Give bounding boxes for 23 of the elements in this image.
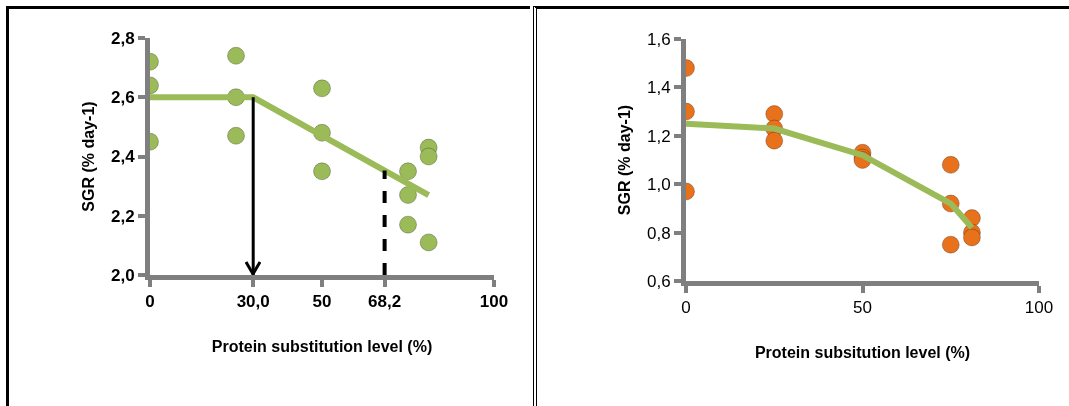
y-tick-label: 2,8 xyxy=(110,28,135,48)
x-axis-title: Protein subsitution level (%) xyxy=(754,344,971,362)
x-tick-label: 100 xyxy=(1024,298,1054,318)
y-tick-label: 2,4 xyxy=(110,147,136,167)
x-axis-title: Protein substitution level (%) xyxy=(211,338,433,356)
y-axis-title: SGR (% day-1) xyxy=(615,104,633,216)
x-tick-label: 100 xyxy=(479,292,509,312)
y-tick-label: 2,2 xyxy=(110,206,135,226)
x-tick-label: 0 xyxy=(681,298,691,318)
y-tick-label: 1,4 xyxy=(646,78,671,98)
y-tick-label: 2,0 xyxy=(110,265,135,285)
y-tick-label: 0,8 xyxy=(646,223,671,243)
x-tick-label: 50 xyxy=(312,292,332,312)
y-tick-label: 0,6 xyxy=(646,271,671,291)
y-tick-label: 1,2 xyxy=(646,126,671,146)
y-tick-label: 1,0 xyxy=(646,175,671,195)
x-tick-label: 30,0 xyxy=(236,292,270,312)
y-axis-title: SGR (% day-1) xyxy=(79,101,97,212)
x-tick-label: 68,2 xyxy=(368,292,402,312)
x-tick-label: 50 xyxy=(853,298,872,318)
y-tick-label: 1,6 xyxy=(646,29,671,49)
x-tick-label: 0 xyxy=(145,292,155,312)
y-tick-label: 2,6 xyxy=(110,88,135,108)
